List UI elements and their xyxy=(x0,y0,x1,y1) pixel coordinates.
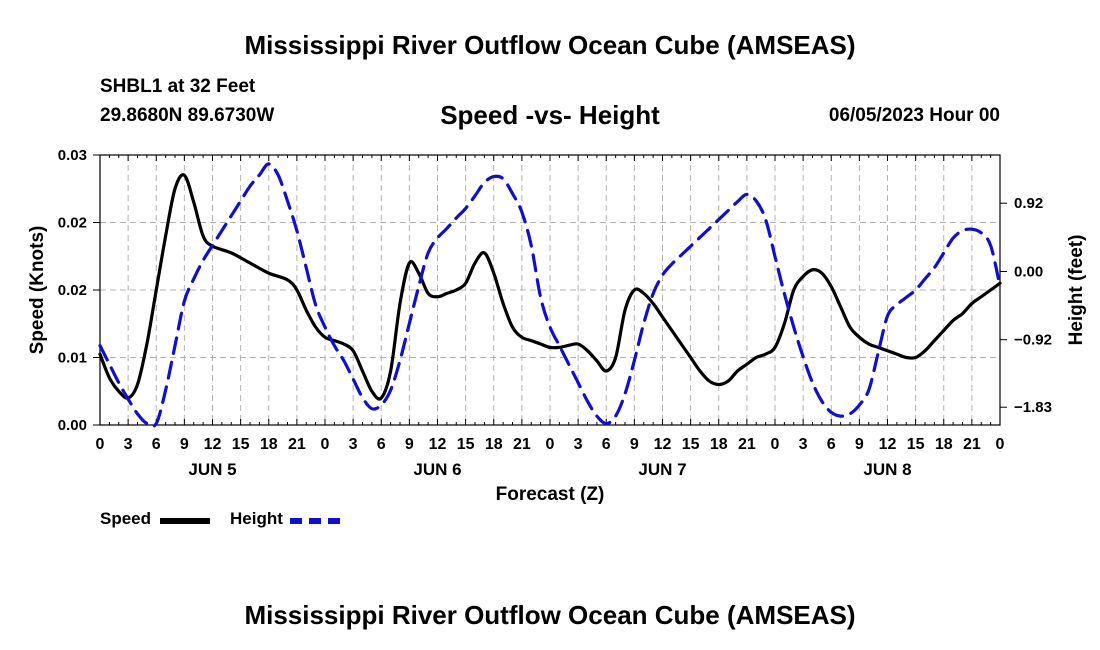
x-tick-label: 15 xyxy=(907,436,925,453)
y-left-tick-label: 0.00 xyxy=(58,417,87,434)
speed-height-chart: 0 3 6 9 12 15 18 21 0 3 6 9 12 15 18 21 0 3 6 9 12 15 18 21 0 3 6 9… xyxy=(27,147,1087,505)
x-tick-label: 12 xyxy=(429,436,447,453)
x-tick-label: 12 xyxy=(654,436,672,453)
x-day-label: JUN 7 xyxy=(638,460,686,479)
series-lines xyxy=(98,162,1002,428)
coordinates-label: 29.8680N 89.6730W xyxy=(100,105,275,126)
x-tick-label: 6 xyxy=(827,436,836,453)
x-tick-label: 0 xyxy=(546,436,555,453)
x-tick-label: 18 xyxy=(260,436,278,453)
legend-speed-swatch xyxy=(160,518,210,524)
x-tick-label: 9 xyxy=(630,436,639,453)
legend-height-swatch xyxy=(290,518,340,524)
y-right-tick-label: 0.92 xyxy=(1014,195,1043,212)
y-left-tick-label: 0.01 xyxy=(58,350,87,367)
x-tick-label: 3 xyxy=(349,436,358,453)
x-tick-label: 12 xyxy=(204,436,222,453)
footer-title: Mississippi River Outflow Ocean Cube (AM… xyxy=(244,600,856,630)
x-day-label: JUN 8 xyxy=(863,460,911,479)
x-tick-label: 9 xyxy=(405,436,414,453)
x-tick-label: 0 xyxy=(996,436,1005,453)
x-tick-label: 0 xyxy=(96,436,105,453)
x-tick-label: 6 xyxy=(602,436,611,453)
legend-height-label: Height xyxy=(230,509,283,528)
x-tick-label: 21 xyxy=(288,436,306,453)
page-title: Mississippi River Outflow Ocean Cube (AM… xyxy=(244,30,856,60)
y-right-tick-label: 0.00 xyxy=(1014,263,1043,280)
x-tick-label: 15 xyxy=(682,436,700,453)
x-tick-label: 3 xyxy=(574,436,583,453)
y-left-tick-label: 0.03 xyxy=(58,147,87,164)
x-axis-title: Forecast (Z) xyxy=(496,484,605,505)
x-tick-label: 15 xyxy=(232,436,250,453)
y-left-tick-label: 0.02 xyxy=(58,282,87,299)
x-tick-label: 0 xyxy=(771,436,780,453)
x-tick-label: 3 xyxy=(799,436,808,453)
x-tick-label: 9 xyxy=(180,436,189,453)
speed-series-line xyxy=(98,173,1002,401)
chart-subtitle: Speed -vs- Height xyxy=(440,100,660,130)
x-tick-label: 15 xyxy=(457,436,475,453)
y-axis-right-title: Height (feet) xyxy=(1066,235,1087,346)
x-tick-label: 21 xyxy=(738,436,756,453)
x-tick-label: 6 xyxy=(152,436,161,453)
x-tick-label: 3 xyxy=(124,436,133,453)
axis-labels: 0 3 6 9 12 15 18 21 0 3 6 9 12 15 18 21 0 3 6 9 12 15 18 21 0 3 6 9… xyxy=(58,147,1052,479)
x-tick-label: 9 xyxy=(855,436,864,453)
x-tick-label: 18 xyxy=(935,436,953,453)
x-tick-label: 12 xyxy=(879,436,897,453)
x-tick-label: 21 xyxy=(513,436,531,453)
x-tick-label: 18 xyxy=(485,436,503,453)
y-right-tick-label: −1.83 xyxy=(1014,399,1052,416)
date-label: 06/05/2023 Hour 00 xyxy=(828,105,1000,126)
x-day-label: JUN 5 xyxy=(188,460,236,479)
legend-speed-label: Speed xyxy=(100,509,152,528)
height-series-line xyxy=(98,162,1002,428)
y-left-tick-label: 0.02 xyxy=(58,215,87,232)
station-label: SHBL1 at 32 Feet xyxy=(100,76,256,97)
x-day-label: JUN 6 xyxy=(413,460,461,479)
x-tick-label: 21 xyxy=(963,436,981,453)
x-tick-label: 6 xyxy=(377,436,386,453)
x-tick-label: 0 xyxy=(321,436,330,453)
y-right-tick-label: −0.92 xyxy=(1014,332,1052,349)
y-axis-left-title: Speed (Knots) xyxy=(27,226,48,355)
grid-lines xyxy=(100,155,1000,425)
x-tick-label: 18 xyxy=(710,436,728,453)
